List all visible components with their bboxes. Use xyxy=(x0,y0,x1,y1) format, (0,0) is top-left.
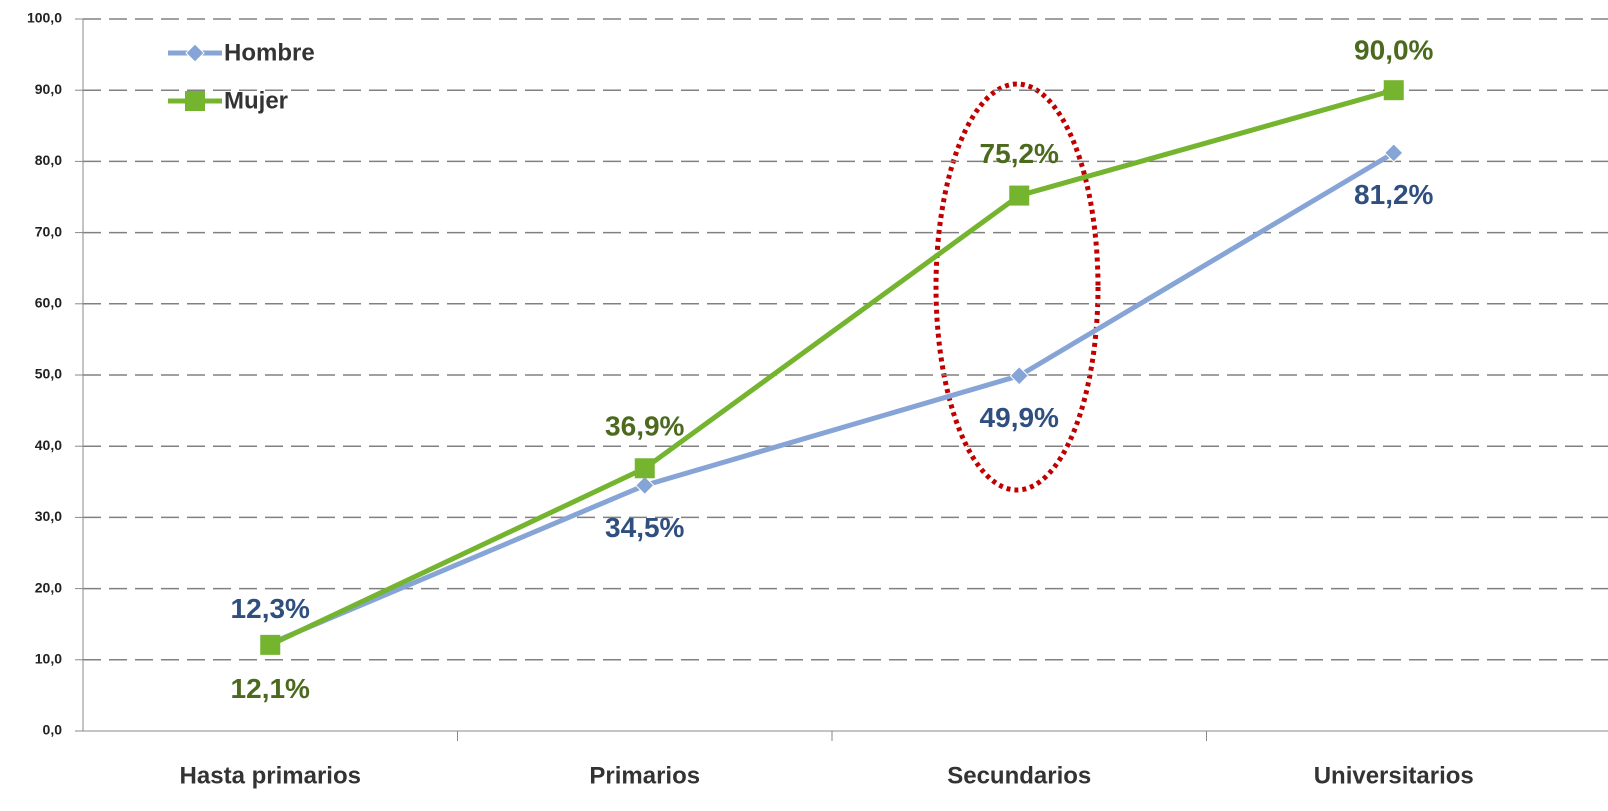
value-label: 12,3% xyxy=(231,593,310,624)
y-tick-label: 50,0 xyxy=(35,366,62,382)
x-tick-label: Primarios xyxy=(589,762,700,789)
value-label: 81,2% xyxy=(1354,179,1433,210)
value-label: 49,9% xyxy=(980,402,1059,433)
y-tick-label: 10,0 xyxy=(35,651,62,667)
x-tick-label: Hasta primarios xyxy=(180,762,361,789)
value-label: 34,5% xyxy=(605,512,684,543)
series-line xyxy=(269,150,1396,646)
y-tick-label: 70,0 xyxy=(35,223,62,239)
legend-marker xyxy=(185,91,205,111)
value-label: 75,2% xyxy=(980,138,1059,169)
series-line xyxy=(269,87,1395,648)
value-label: 36,9% xyxy=(605,411,684,442)
y-tick-label: 60,0 xyxy=(35,295,62,311)
value-label: 12,1% xyxy=(231,673,310,704)
marker xyxy=(1383,80,1404,101)
x-tick-label: Secundarios xyxy=(947,762,1091,789)
marker xyxy=(1009,185,1030,206)
highlight-ellipse xyxy=(933,81,1101,493)
legend-label: Mujer xyxy=(224,87,288,114)
marker xyxy=(1009,366,1029,386)
x-tick-label: Universitarios xyxy=(1314,762,1474,789)
y-tick-label: 100,0 xyxy=(27,10,62,26)
y-tick-label: 0,0 xyxy=(43,722,63,738)
y-tick-label: 20,0 xyxy=(35,579,62,595)
marker xyxy=(635,475,655,496)
marker xyxy=(1384,143,1404,163)
legend-marker xyxy=(185,43,205,63)
marker xyxy=(634,458,655,479)
y-tick-label: 40,0 xyxy=(35,437,62,453)
y-tick-label: 90,0 xyxy=(35,81,62,97)
y-tick-label: 30,0 xyxy=(35,508,62,524)
marker xyxy=(260,634,281,655)
legend-label: Hombre xyxy=(224,39,315,66)
y-tick-label: 80,0 xyxy=(35,152,62,168)
value-label: 90,0% xyxy=(1354,35,1433,66)
